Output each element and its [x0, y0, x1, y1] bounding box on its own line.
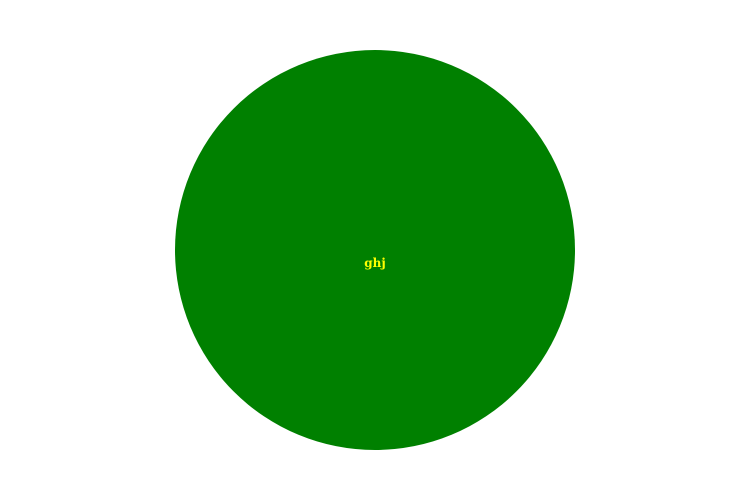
circle-label: ghj: [364, 256, 386, 270]
green-circle: [175, 50, 575, 450]
